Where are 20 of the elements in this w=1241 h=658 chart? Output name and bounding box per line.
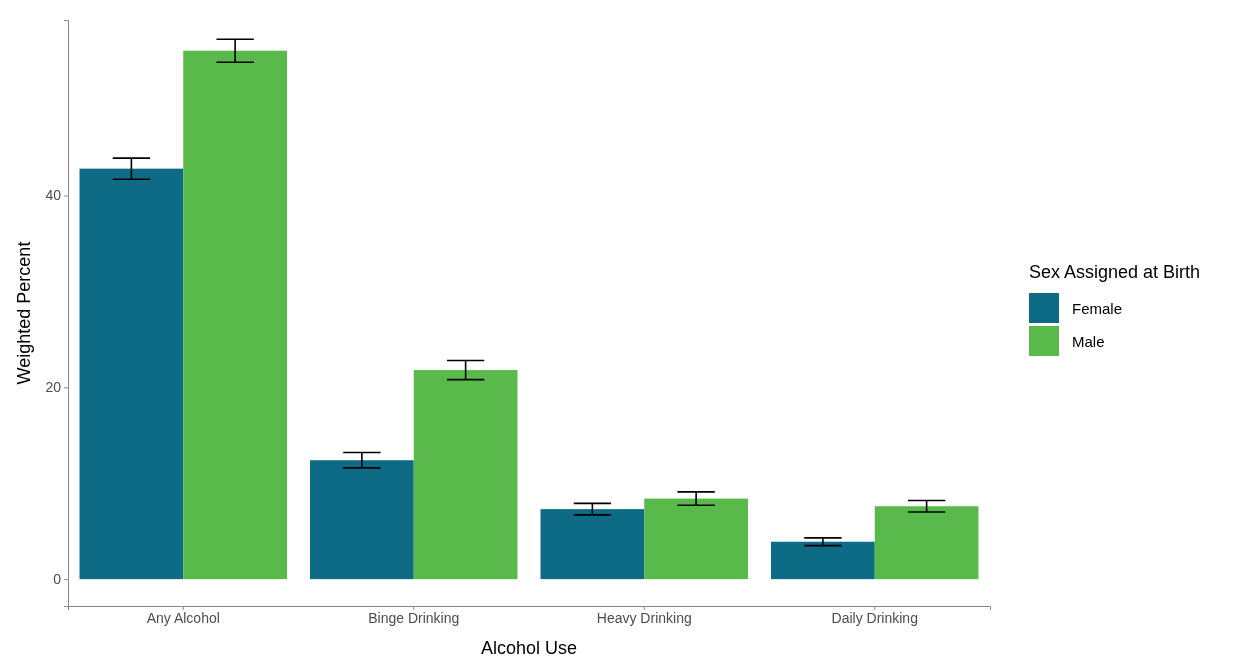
x-tick-label: Daily Drinking	[831, 609, 918, 626]
bar	[644, 498, 748, 580]
y-tick-label: 40	[45, 187, 62, 204]
x-tick-label: Heavy Drinking	[596, 609, 692, 626]
y-tick-label: 0	[53, 571, 62, 588]
x-axis-title: Alcohol Use	[480, 638, 578, 658]
bar	[183, 50, 287, 580]
legend-title: Sex Assigned at Birth	[1029, 262, 1201, 282]
bar	[540, 509, 645, 580]
bar	[874, 506, 979, 580]
legend-label: Male	[1072, 333, 1105, 350]
bar	[79, 168, 184, 580]
x-tick-label: Binge Drinking	[368, 609, 460, 626]
bar	[310, 460, 414, 580]
y-axis-title: Weighted Percent	[14, 241, 34, 385]
y-tick-label: 20	[45, 379, 62, 396]
legend-label: Female	[1072, 300, 1123, 317]
x-tick-label: Any Alcohol	[146, 609, 220, 626]
bar	[771, 541, 875, 580]
bar	[413, 370, 518, 580]
